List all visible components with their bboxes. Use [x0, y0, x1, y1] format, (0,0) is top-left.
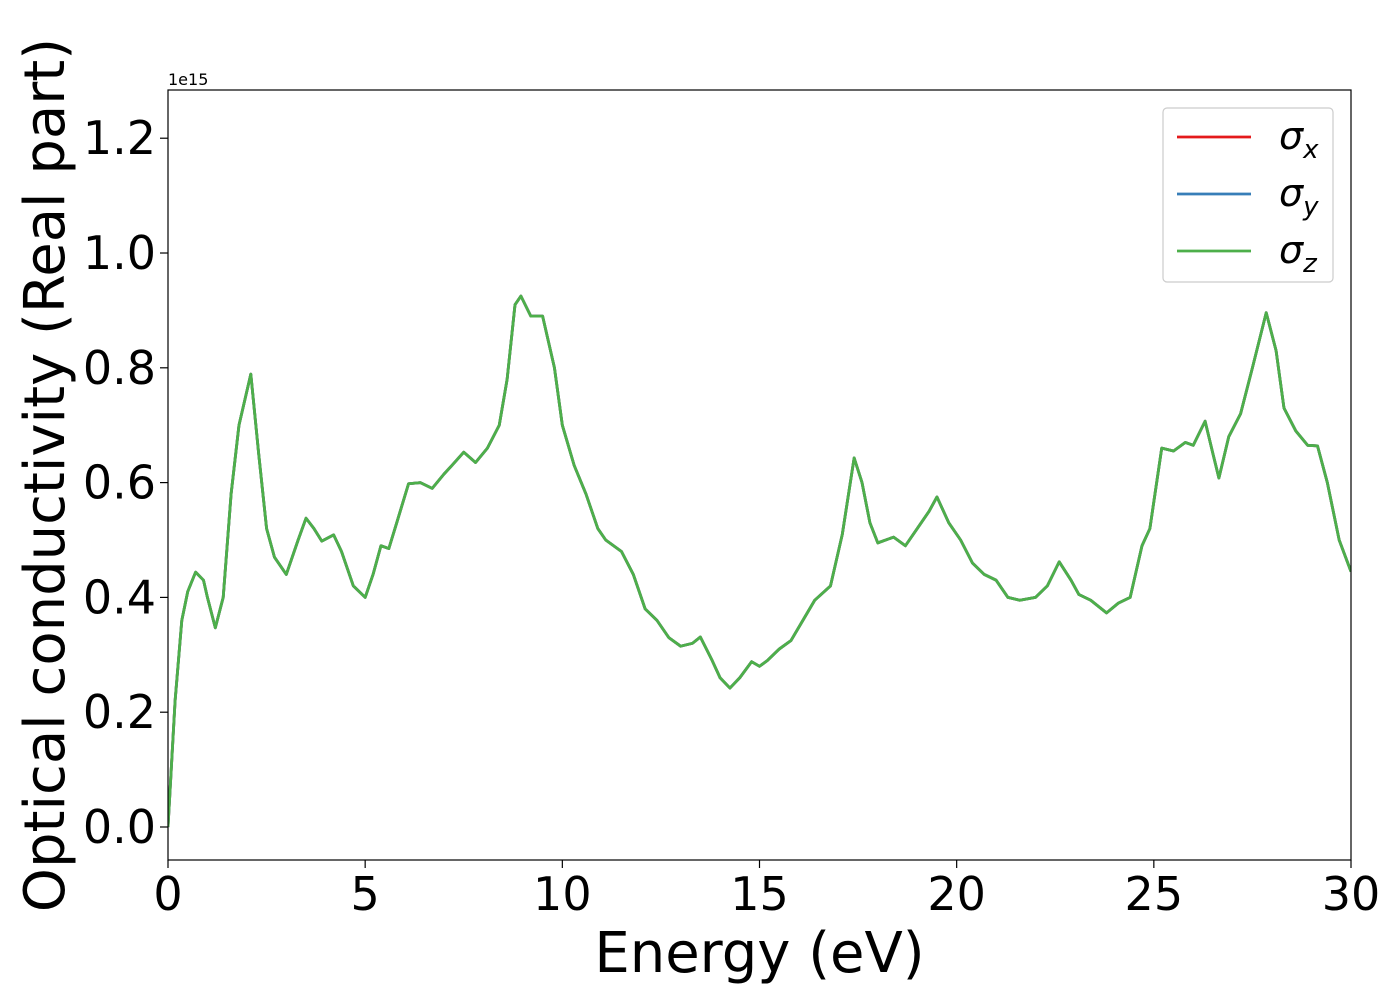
- y-tick-label: 1.2: [83, 111, 156, 165]
- x-tick-label: 25: [1125, 867, 1184, 921]
- x-tick-label: 30: [1322, 867, 1381, 921]
- x-tick-label: 5: [351, 867, 380, 921]
- y-tick-label: 0.0: [83, 800, 156, 854]
- plot-frame: [167, 89, 1352, 861]
- x-tick-label: 20: [927, 867, 986, 921]
- data-line: [168, 294, 1351, 828]
- legend-label: σy: [1279, 171, 1319, 222]
- x-tick-label: 10: [533, 867, 592, 921]
- y-tick-label: 0.2: [83, 685, 156, 739]
- x-tick-label: 0: [153, 867, 182, 921]
- legend-label: σz: [1279, 228, 1318, 279]
- legend-label: σx: [1279, 114, 1319, 165]
- y-tick-label: 0.6: [83, 456, 156, 510]
- y-tick-label: 1.0: [83, 226, 156, 280]
- y-tick-label: 0.8: [83, 341, 156, 395]
- y-tick-label: 0.4: [83, 570, 156, 624]
- offset-label: 1e15: [168, 70, 208, 89]
- x-axis-label: Energy (eV): [594, 921, 924, 986]
- x-tick-label: 15: [730, 867, 789, 921]
- y-axis-label: Optical conductivity (Real part): [13, 38, 78, 912]
